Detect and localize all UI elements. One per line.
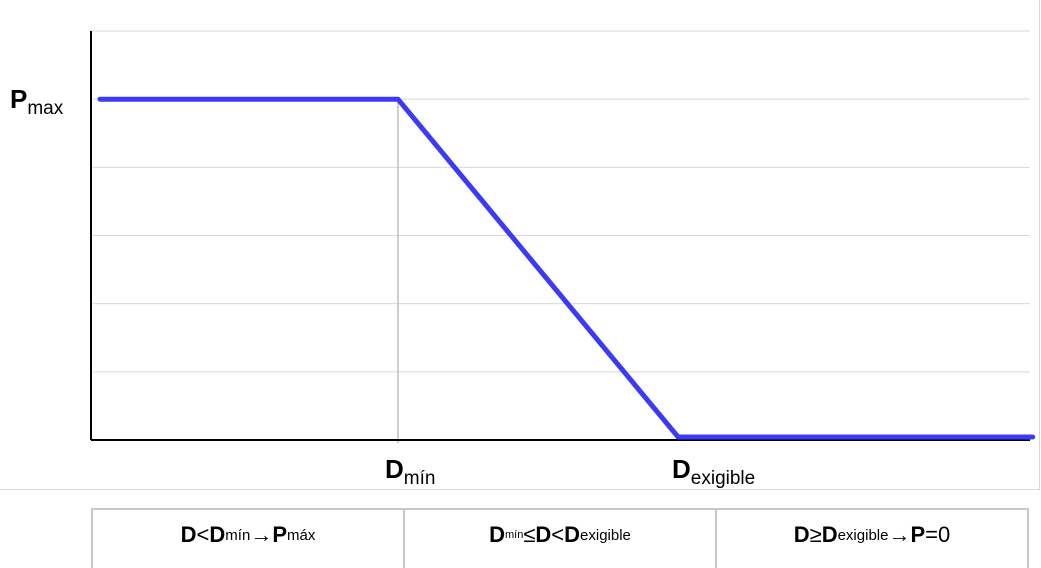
y-tick-label-pmax: Pmax <box>10 84 64 119</box>
chart-frame <box>0 0 1040 490</box>
series-line-0 <box>97 96 1036 440</box>
x-tick-label-dexigible: Dexigible <box>672 454 756 489</box>
x-tick-label-dmin: Dmín <box>385 454 436 489</box>
chart-plot <box>90 30 1036 443</box>
